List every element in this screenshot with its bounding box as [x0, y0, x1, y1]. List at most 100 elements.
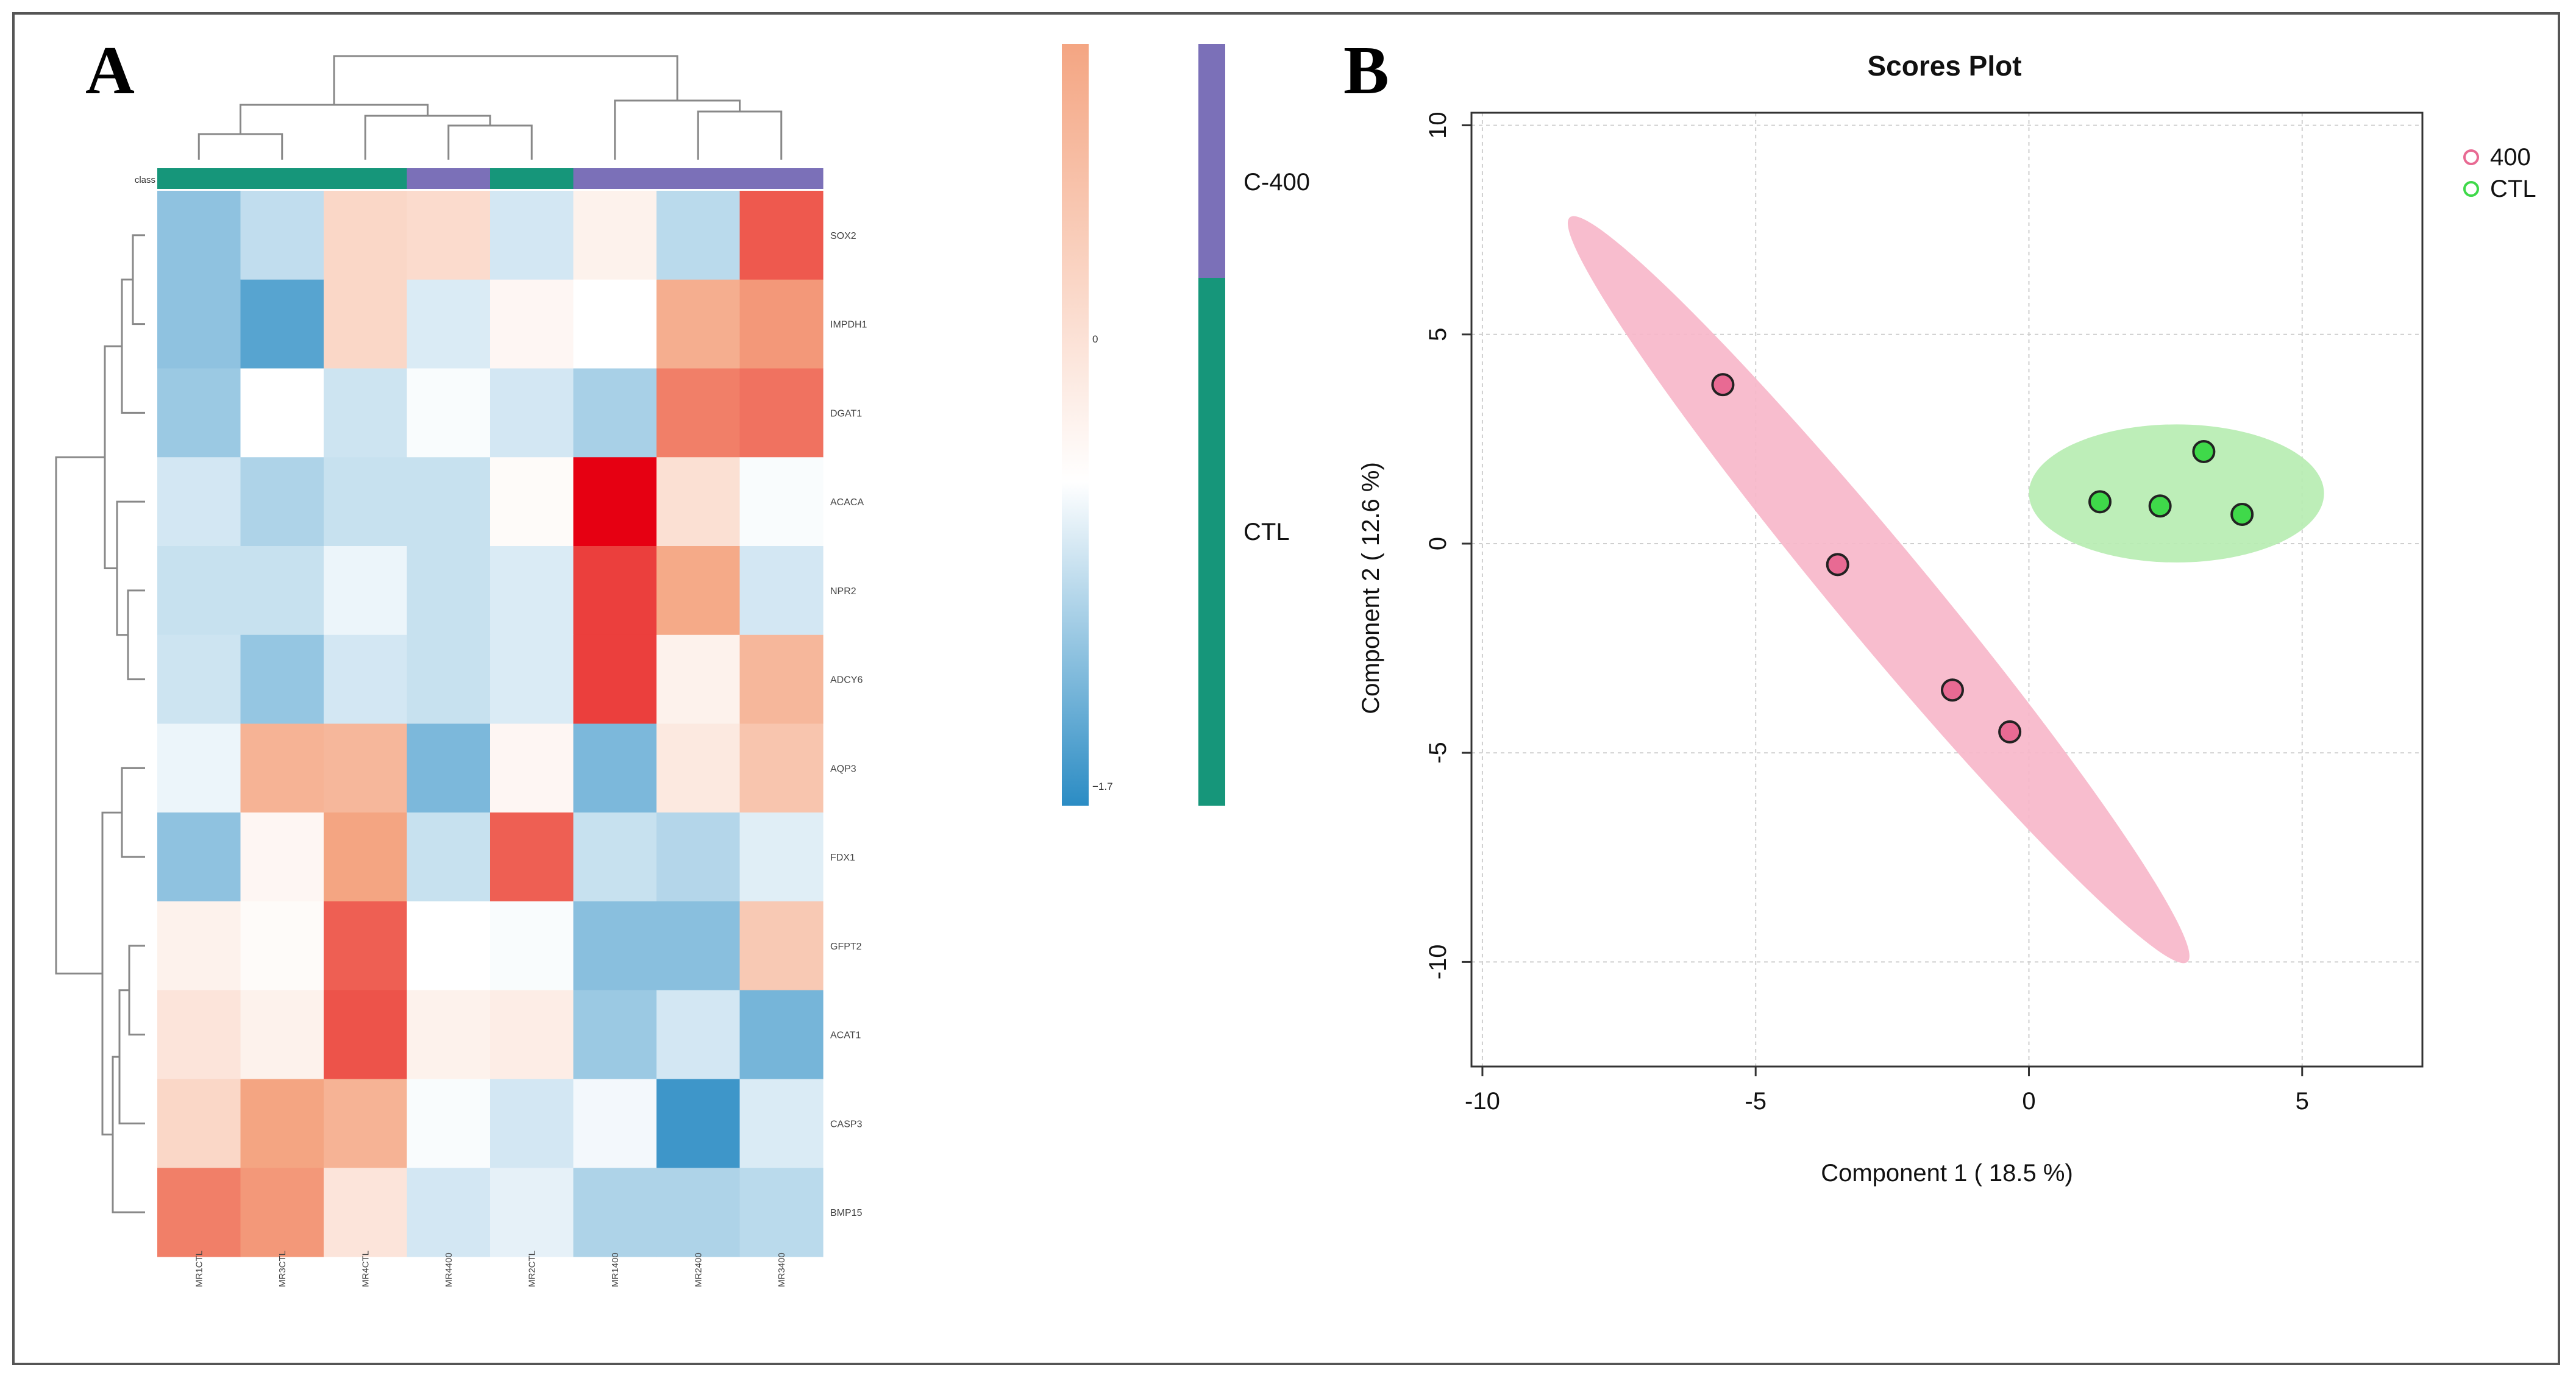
figure-frame [12, 12, 2560, 1365]
heatmap-cell [490, 634, 574, 725]
x-axis-ticks: -10 -5 0 5 [1465, 1067, 2309, 1115]
column-label: MR4CTL [360, 1251, 371, 1287]
row-label: DGAT1 [830, 408, 862, 419]
heatmap-cell [490, 457, 574, 547]
y-axis-label: Component 2 ( 12.6 %) [1357, 462, 1384, 714]
class-bar-segment [490, 168, 574, 189]
heatmap-cell [407, 279, 491, 369]
heatmap-cell [739, 279, 824, 369]
heatmap-cell [157, 901, 241, 991]
heatmap-cell [157, 634, 241, 725]
dendrogram-branch [240, 104, 429, 134]
heatmap-cell [157, 457, 241, 547]
heatmap-cell [739, 723, 824, 813]
legend-marker-ctl [2463, 181, 2479, 197]
column-labels: MR1CTL MR3CTL MR4CTL MR4400 MR2CTL MR1400 MR24… [194, 1251, 787, 1287]
heatmap-cell [240, 546, 324, 636]
dendrogram-branch [55, 456, 105, 975]
dendrogram-branch [364, 115, 491, 160]
heatmap-cell [157, 812, 241, 902]
point-400 [1711, 373, 1735, 397]
dendrogram-branch [128, 945, 145, 1036]
row-label: SOX2 [830, 231, 856, 241]
heatmap-cell [240, 1168, 324, 1257]
dendrogram-branch [197, 133, 283, 160]
column-label: MR2CTL [527, 1251, 537, 1287]
heatmap-cell [240, 901, 324, 991]
dendrogram-branch [614, 99, 741, 160]
heatmap-cell [324, 1168, 408, 1257]
row-label: BMP15 [830, 1208, 863, 1218]
scores-plot-title: Scores Plot [1867, 50, 2021, 82]
heatmap-cell [157, 279, 241, 369]
column-label: MR3400 [777, 1252, 787, 1287]
heatmap-cell [573, 634, 657, 725]
heatmap-cell [240, 634, 324, 725]
x-tick-label: 5 [2296, 1088, 2309, 1115]
heatmap-cells [157, 191, 824, 1257]
point-400 [1998, 720, 2022, 744]
column-label: MR1400 [610, 1252, 621, 1287]
plot-frame [1470, 112, 2424, 1068]
heatmap-cell [656, 990, 741, 1080]
heatmap-cell [240, 191, 324, 280]
legend-marker-400 [2463, 149, 2479, 165]
heatmap-cell [324, 634, 408, 725]
heatmap-cell [739, 1079, 824, 1168]
heatmap-cell [490, 191, 574, 280]
heatmap-cell [157, 1168, 241, 1257]
heatmap-cell [739, 812, 824, 902]
heatmap-cell [157, 723, 241, 813]
heatmap-cell [490, 723, 574, 813]
dendrogram-branch [118, 989, 145, 1124]
row-dendrogram [55, 234, 145, 1213]
heatmap-cell [573, 279, 657, 369]
heatmap-cell [157, 1079, 241, 1168]
heatmap-cell [407, 990, 491, 1080]
panel-a-label: A [85, 33, 135, 108]
heatmap-panel: class SOX2 IMPDH1 DGAT1 ACACA NPR2 ADCY6 AQP3 F… [55, 44, 1310, 1287]
heatmap-cell [656, 457, 741, 547]
heatmap-cell [739, 546, 824, 636]
column-dendrogram [197, 55, 783, 160]
heatmap-cell [407, 812, 491, 902]
heatmap-cell [490, 812, 574, 902]
heatmap-cell [656, 546, 741, 636]
class-bar-label: class [135, 175, 155, 185]
class-bar-segment [407, 168, 491, 189]
heatmap-cell [324, 457, 408, 547]
dendrogram-branch [112, 1056, 145, 1213]
class-legend-label-ctl: CTL [1244, 519, 1290, 545]
y-tick-label: -5 [1425, 742, 1451, 764]
row-label: CASP3 [830, 1119, 863, 1129]
class-bar-segment [157, 168, 241, 189]
point-ctl [2148, 494, 2172, 518]
heatmap-cell [407, 191, 491, 280]
row-labels: SOX2 IMPDH1 DGAT1 ACACA NPR2 ADCY6 AQP3 FDX1 GFP… [830, 231, 867, 1218]
point-ctl [2088, 490, 2112, 514]
heatmap-cell [739, 1168, 824, 1257]
heatmap-cell [157, 368, 241, 458]
heatmap-cell [573, 723, 657, 813]
colorbar-mid-label: 0 [1092, 333, 1098, 345]
heatmap-cell [573, 191, 657, 280]
heatmap-cell [324, 990, 408, 1080]
heatmap-cell [739, 191, 824, 280]
heatmap-cell [324, 279, 408, 369]
ellipse-400 [1567, 216, 2190, 964]
row-label: IMPDH1 [830, 320, 867, 330]
dendrogram-branch [127, 589, 145, 681]
heatmap-cell [407, 457, 491, 547]
y-tick-label: -10 [1425, 944, 1451, 979]
row-label: ACAT1 [830, 1031, 861, 1041]
dendrogram-branch [121, 767, 145, 858]
heatmap-cell [157, 990, 241, 1080]
colorbar-min-label: −1.7 [1092, 781, 1113, 792]
heatmap-cell [490, 1168, 574, 1257]
heatmap-cell [739, 457, 824, 547]
heatmap-cell [490, 546, 574, 636]
column-label: MR4400 [444, 1252, 454, 1287]
heatmap-cell [656, 191, 741, 280]
y-axis-ticks: -10 -5 0 5 10 [1425, 112, 1471, 979]
